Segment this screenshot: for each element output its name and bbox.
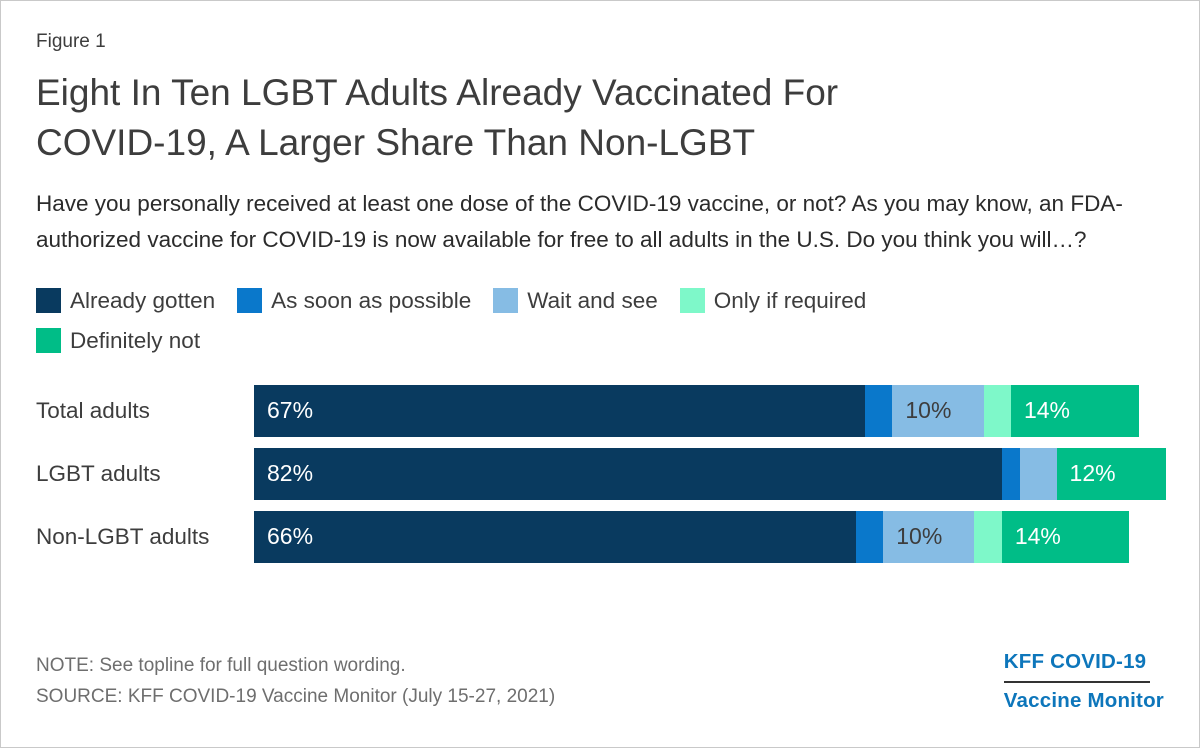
logo-line2: Vaccine Monitor [1003, 689, 1164, 712]
bar-segment: 10% [892, 384, 984, 437]
bar-segment: 14% [1001, 510, 1130, 563]
bar-segment [974, 510, 1002, 563]
note-text: NOTE: See topline for full question word… [36, 654, 406, 676]
row-label: LGBT adults [36, 460, 161, 486]
source-text: SOURCE: KFF COVID-19 Vaccine Monitor (Ju… [36, 686, 556, 708]
bar-row-total-adults: Total adults 67% 10% 14% [36, 384, 1166, 437]
chart-title-line1: Eight In Ten LGBT Adults Already Vaccina… [36, 72, 839, 113]
bar-track-total-adults: 67% 10% 14% [254, 384, 1166, 437]
legend-swatch-already-gotten [36, 288, 61, 313]
legend: Already gotten As soon as possible Wait … [36, 288, 1164, 354]
bar-segment: 14% [1010, 384, 1139, 437]
legend-swatch-wait-and-see [493, 288, 519, 313]
legend-row-1: Already gotten As soon as possible Wait … [36, 288, 1164, 314]
legend-item-already-gotten: Already gotten [36, 288, 215, 314]
bar-segment [855, 510, 884, 563]
logo-line1: KFF COVID-19 [1003, 650, 1151, 683]
bar-segment: 12% [1056, 447, 1166, 500]
kff-vaccine-monitor-logo: KFF COVID-19 Vaccine Monitor [1003, 650, 1164, 713]
bar-track-lgbt-adults: 82% 12% [254, 447, 1166, 500]
legend-swatch-as-soon-as-possible [237, 288, 263, 313]
bar-segment [983, 384, 1011, 437]
bar-row-non-lgbt-adults: Non-LGBT adults 66% 10% 14% [36, 510, 1166, 563]
stacked-bar-chart: Total adults 67% 10% 14% LGBT adults 82% 12… [36, 384, 1166, 563]
legend-item-as-soon-as-possible: As soon as possible [237, 288, 471, 314]
bar-segment: 67% [254, 384, 866, 437]
bar-segment: 10% [883, 510, 975, 563]
legend-row-2: Definitely not [36, 328, 1164, 354]
legend-item-wait-and-see: Wait and see [493, 288, 658, 314]
figure-label: Figure 1 [36, 31, 106, 52]
bar-segment [1001, 447, 1021, 500]
legend-label: Definitely not [70, 327, 201, 353]
legend-label: As soon as possible [271, 287, 472, 313]
bar-segment: 66% [254, 510, 856, 563]
chart-title-line2: COVID-19, A Larger Share Than Non-LGBT [36, 122, 756, 164]
legend-item-only-if-required: Only if required [679, 287, 867, 314]
legend-item-definitely-not: Definitely not [36, 328, 200, 354]
row-label: Total adults [36, 397, 150, 423]
legend-label: Only if required [713, 287, 867, 313]
legend-swatch-definitely-not [36, 328, 61, 353]
legend-swatch-only-if-required [679, 288, 705, 313]
legend-label: Already gotten [70, 287, 216, 313]
bar-row-lgbt-adults: LGBT adults 82% 12% [36, 447, 1166, 500]
chart-title: Eight In Ten LGBT Adults Already Vaccina… [36, 68, 1164, 169]
bar-track-non-lgbt-adults: 66% 10% 14% [254, 510, 1166, 563]
row-label: Non-LGBT adults [36, 523, 210, 549]
footer: NOTE: See topline for full question word… [36, 650, 1164, 713]
footer-notes: NOTE: See topline for full question word… [36, 650, 555, 713]
bar-segment [865, 384, 893, 437]
bar-segment [1020, 447, 1057, 500]
legend-label: Wait and see [527, 287, 658, 313]
bar-segment: 82% [254, 447, 1002, 500]
question-text: Have you personally received at least on… [36, 190, 1123, 253]
